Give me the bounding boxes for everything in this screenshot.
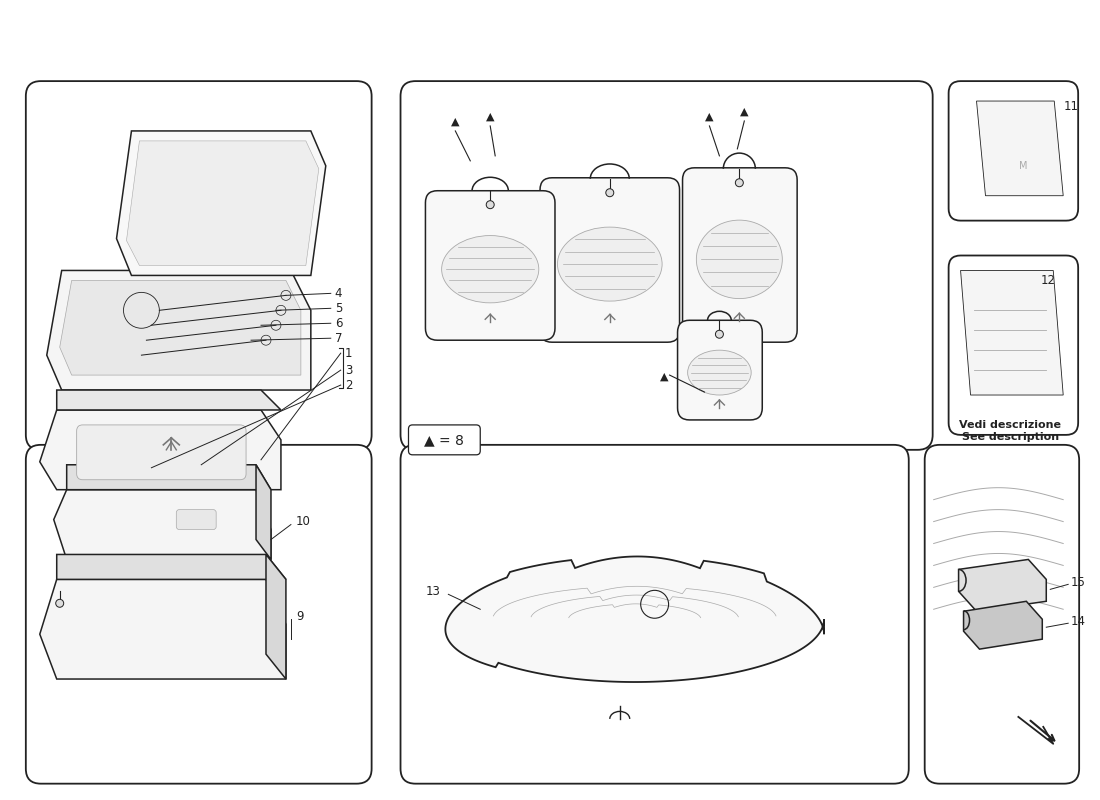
- FancyBboxPatch shape: [176, 510, 217, 530]
- Text: eurospartes: eurospartes: [532, 379, 667, 421]
- Text: 2: 2: [344, 378, 352, 391]
- Polygon shape: [59, 281, 301, 375]
- Text: 14: 14: [1070, 614, 1086, 628]
- FancyBboxPatch shape: [400, 81, 933, 450]
- FancyBboxPatch shape: [948, 81, 1078, 221]
- Polygon shape: [57, 554, 286, 579]
- FancyBboxPatch shape: [25, 445, 372, 784]
- Text: 7: 7: [334, 332, 342, 345]
- Polygon shape: [40, 579, 286, 679]
- Polygon shape: [54, 490, 271, 559]
- FancyBboxPatch shape: [682, 168, 798, 342]
- Circle shape: [736, 178, 744, 186]
- FancyBboxPatch shape: [678, 320, 762, 420]
- Ellipse shape: [558, 227, 662, 301]
- Ellipse shape: [688, 350, 751, 395]
- Text: ▲ = 8: ▲ = 8: [425, 433, 464, 447]
- Text: 12: 12: [1041, 274, 1055, 287]
- Polygon shape: [266, 554, 286, 679]
- Text: ▲: ▲: [740, 107, 749, 117]
- Text: ▲: ▲: [451, 117, 460, 127]
- Polygon shape: [964, 602, 1043, 649]
- Ellipse shape: [441, 235, 539, 303]
- Polygon shape: [958, 559, 1046, 611]
- Circle shape: [56, 599, 64, 607]
- FancyBboxPatch shape: [400, 445, 909, 784]
- Polygon shape: [446, 557, 824, 682]
- Text: ▲: ▲: [705, 112, 714, 122]
- Polygon shape: [256, 465, 271, 559]
- Circle shape: [606, 189, 614, 197]
- FancyBboxPatch shape: [25, 81, 372, 450]
- Polygon shape: [117, 131, 326, 275]
- FancyBboxPatch shape: [77, 425, 246, 480]
- Text: ▲: ▲: [486, 112, 495, 122]
- Circle shape: [715, 330, 724, 338]
- Text: eurospartes: eurospartes: [154, 165, 288, 206]
- Text: 5: 5: [334, 302, 342, 315]
- Text: 10: 10: [296, 515, 311, 528]
- Polygon shape: [67, 465, 271, 490]
- Text: 13: 13: [426, 585, 440, 598]
- Text: eurospartes: eurospartes: [532, 165, 667, 206]
- Polygon shape: [47, 270, 311, 390]
- Text: 6: 6: [334, 317, 342, 330]
- FancyBboxPatch shape: [426, 190, 556, 340]
- FancyBboxPatch shape: [925, 445, 1079, 784]
- FancyBboxPatch shape: [540, 178, 680, 342]
- Text: ▲: ▲: [660, 372, 669, 382]
- Text: 11: 11: [1064, 99, 1078, 113]
- Text: 3: 3: [344, 364, 352, 377]
- Polygon shape: [57, 390, 280, 410]
- Polygon shape: [977, 101, 1064, 196]
- Polygon shape: [960, 270, 1064, 395]
- Text: 9: 9: [296, 610, 304, 622]
- Text: eurospartes: eurospartes: [154, 379, 288, 421]
- Circle shape: [486, 201, 494, 209]
- Ellipse shape: [696, 220, 782, 298]
- FancyBboxPatch shape: [408, 425, 481, 455]
- Polygon shape: [126, 141, 319, 266]
- Polygon shape: [40, 410, 280, 490]
- Text: Vedi descrizione
See description: Vedi descrizione See description: [959, 420, 1062, 442]
- Text: M: M: [1019, 161, 1027, 171]
- FancyBboxPatch shape: [948, 255, 1078, 435]
- Text: 4: 4: [334, 287, 342, 300]
- Text: 1: 1: [344, 346, 352, 360]
- Text: 15: 15: [1070, 576, 1085, 589]
